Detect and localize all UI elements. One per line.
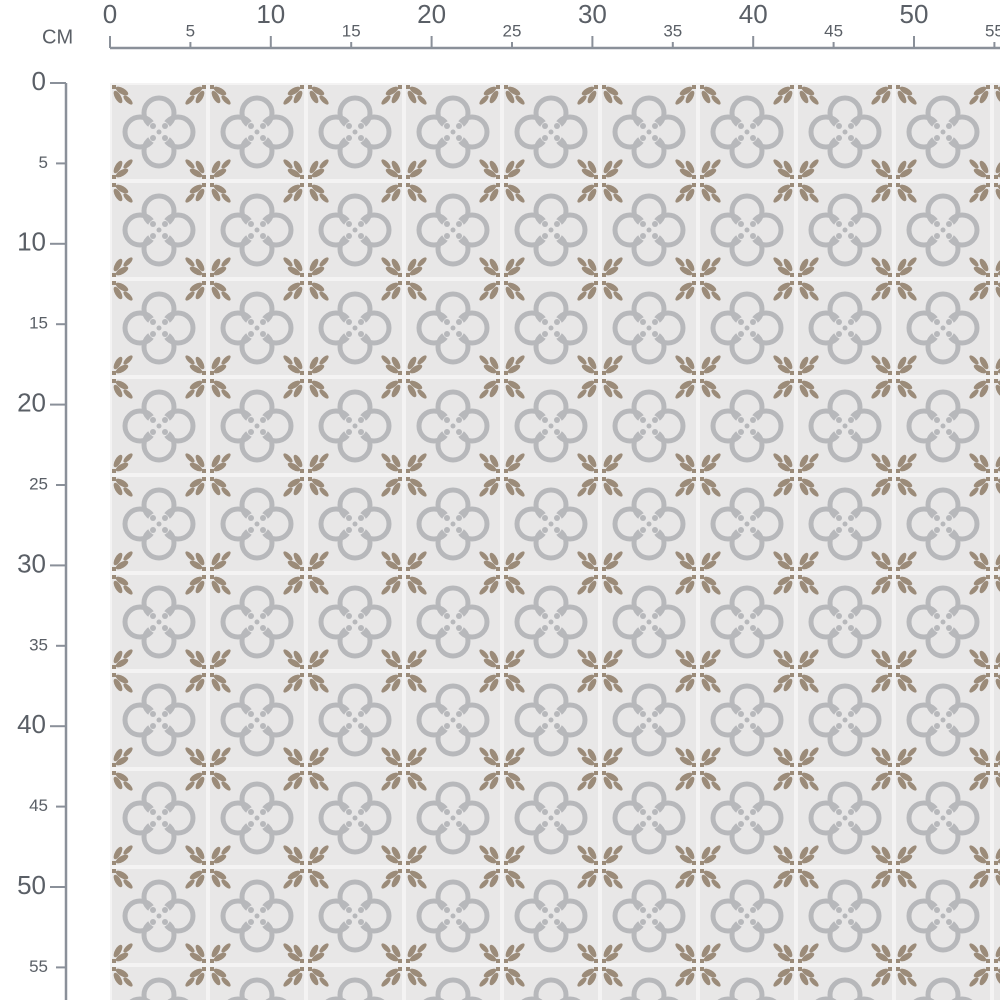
- y-tick-label: 55: [29, 957, 48, 976]
- y-tick-label: 15: [29, 314, 48, 333]
- y-tick-label: 35: [29, 635, 48, 654]
- y-tick-label: 40: [17, 709, 46, 739]
- ruler-ticks: 0 5 10 15 20 25 30 35 40 45 50 55 0 5 10 15 20 25 30 35 40 45…: [17, 0, 1000, 976]
- y-tick-label: 20: [17, 387, 46, 417]
- y-tick-label: 0: [32, 66, 46, 96]
- x-tick-label: 10: [256, 0, 285, 29]
- x-tick-label: 30: [578, 0, 607, 29]
- y-tick-label: 45: [29, 796, 48, 815]
- y-tick-label: 5: [39, 153, 48, 172]
- y-tick-label: 25: [29, 474, 48, 493]
- y-tick-label: 50: [17, 870, 46, 900]
- unit-label: CM: [42, 26, 73, 48]
- y-tick-label: 10: [17, 227, 46, 257]
- x-tick-label: 0: [103, 0, 117, 29]
- x-tick-label: 45: [824, 21, 843, 40]
- x-tick-label: 25: [503, 21, 522, 40]
- x-tick-label: 40: [739, 0, 768, 29]
- x-tick-label: 5: [186, 21, 195, 40]
- fabric-pattern: [110, 83, 1000, 1000]
- x-tick-label: 15: [342, 21, 361, 40]
- x-tick-label: 50: [900, 0, 929, 29]
- y-tick-label: 30: [17, 548, 46, 578]
- x-tick-label: 55: [985, 21, 1000, 40]
- x-tick-label: 20: [417, 0, 446, 29]
- x-tick-label: 35: [663, 21, 682, 40]
